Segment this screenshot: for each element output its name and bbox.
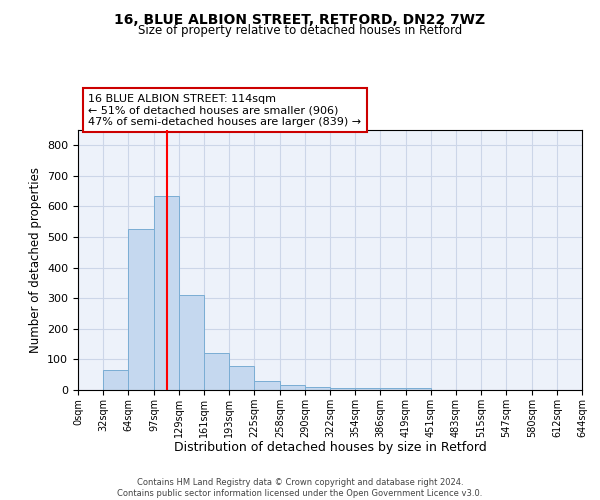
Bar: [254, 381, 280, 390]
Bar: [305, 387, 330, 390]
Text: 16, BLUE ALBION STREET, RETFORD, DN22 7WZ: 16, BLUE ALBION STREET, RETFORD, DN22 7W…: [115, 12, 485, 26]
Bar: [330, 388, 355, 390]
Text: Contains HM Land Registry data © Crown copyright and database right 2024.
Contai: Contains HM Land Registry data © Crown c…: [118, 478, 482, 498]
Bar: [103, 370, 128, 390]
Text: 16 BLUE ALBION STREET: 114sqm
← 51% of detached houses are smaller (906)
47% of : 16 BLUE ALBION STREET: 114sqm ← 51% of d…: [88, 94, 361, 127]
Bar: [355, 388, 380, 390]
Bar: [380, 388, 406, 390]
Bar: [406, 388, 431, 390]
Text: Distribution of detached houses by size in Retford: Distribution of detached houses by size …: [173, 441, 487, 454]
Bar: [179, 295, 204, 390]
Bar: [128, 230, 154, 390]
Y-axis label: Number of detached properties: Number of detached properties: [29, 167, 41, 353]
Text: Size of property relative to detached houses in Retford: Size of property relative to detached ho…: [138, 24, 462, 37]
Bar: [204, 354, 229, 390]
Bar: [280, 386, 305, 390]
Bar: [229, 366, 254, 390]
Bar: [154, 196, 179, 390]
